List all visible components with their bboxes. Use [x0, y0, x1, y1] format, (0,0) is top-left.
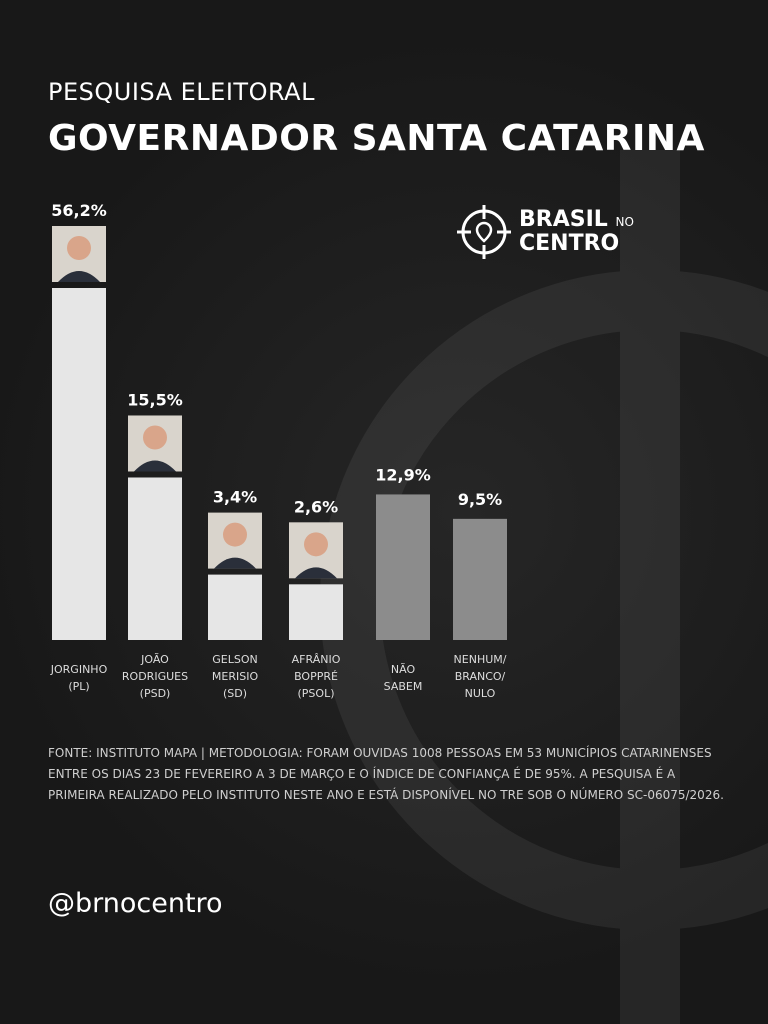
category-label: (SD) [223, 687, 247, 700]
bar [128, 477, 182, 640]
bar [52, 288, 106, 640]
category-label: NULO [465, 687, 496, 700]
category-label: NÃO [391, 663, 416, 676]
logo-line2: CENTRO [519, 231, 620, 256]
footnote: FONTE: INSTITUTO MAPA | METODOLOGIA: FOR… [48, 746, 724, 802]
category-label: SABEM [384, 680, 423, 693]
bar [289, 584, 343, 640]
category-label: GELSON [212, 653, 257, 666]
brand-logo: BRASIL NO CENTRO [455, 203, 634, 261]
category-label: BRANCO/ [455, 670, 506, 683]
category-label: JOÃO [140, 653, 169, 666]
crosshair-map-pin-icon [457, 205, 511, 259]
category-label: (PSD) [140, 687, 171, 700]
data-label: 56,2% [51, 201, 107, 220]
category-label: AFRÂNIO [292, 653, 341, 666]
page-title: GOVERNADOR SANTA CATARINA [48, 118, 705, 159]
category-label: (PSOL) [298, 687, 335, 700]
data-label: 15,5% [127, 390, 183, 409]
kicker: PESQUISA ELEITORAL [48, 78, 315, 106]
bar [453, 518, 507, 640]
logo-line1: BRASIL [519, 207, 608, 232]
candidate-photo [208, 512, 262, 569]
category-label: JORGINHO [50, 663, 108, 676]
candidate-photo [289, 522, 343, 579]
category-label: MERISIO [212, 670, 259, 683]
data-label: 9,5% [458, 490, 502, 509]
candidate-photo [52, 226, 106, 282]
category-label: BOPPRÉ [294, 670, 338, 683]
category-label: NENHUM/ [454, 653, 507, 666]
category-label: (PL) [68, 680, 89, 693]
data-label: 3,4% [213, 488, 257, 507]
data-label: 12,9% [375, 465, 431, 484]
bar [376, 494, 430, 640]
candidate-photo [128, 415, 182, 472]
bar-chart: 56,2% JORGINHO (PL) 15,5% JOÃO RODRIGUES (PSD)… [50, 201, 507, 700]
logo-small: NO [615, 215, 634, 229]
data-label: 2,6% [294, 497, 338, 516]
social-handle: @brnocentro [48, 888, 223, 919]
bar [208, 574, 262, 640]
category-label: RODRIGUES [122, 670, 188, 683]
watermark-logo [320, 150, 768, 1024]
